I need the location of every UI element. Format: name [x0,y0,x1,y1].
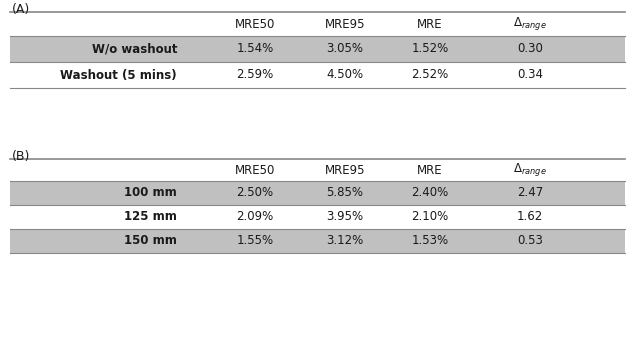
Text: 1.55%: 1.55% [236,235,273,248]
Text: 0.30: 0.30 [517,42,543,55]
Text: 2.52%: 2.52% [412,68,449,81]
Bar [10,229,625,253]
Text: 2.59%: 2.59% [236,68,274,81]
Text: MRE: MRE [417,163,443,176]
Text: $\Delta_{range}$: $\Delta_{range}$ [513,15,547,32]
Text: MRE: MRE [417,17,443,30]
Text: 1.62: 1.62 [517,210,543,224]
Text: 2.50%: 2.50% [236,186,273,199]
Text: 2.09%: 2.09% [236,210,274,224]
Text: 3.05%: 3.05% [326,42,364,55]
Text: 4.50%: 4.50% [326,68,364,81]
Text: MRE50: MRE50 [235,17,275,30]
Text: MRE95: MRE95 [324,163,365,176]
Text: (B): (B) [12,150,30,163]
Text: 100 mm: 100 mm [124,186,177,199]
Text: 0.34: 0.34 [517,68,543,81]
Text: 1.52%: 1.52% [412,42,449,55]
Text: W/o washout: W/o washout [92,42,177,55]
Text: 0.53: 0.53 [517,235,543,248]
Text: Washout (5 mins): Washout (5 mins) [60,68,177,81]
Text: $\Delta_{range}$: $\Delta_{range}$ [513,161,547,179]
Text: 5.85%: 5.85% [326,186,364,199]
Text: 2.47: 2.47 [517,186,543,199]
Text: MRE50: MRE50 [235,163,275,176]
Text: (A): (A) [12,3,30,16]
Text: 1.53%: 1.53% [412,235,449,248]
Bar [10,36,625,62]
Text: MRE95: MRE95 [324,17,365,30]
Text: 1.54%: 1.54% [236,42,274,55]
Text: 2.10%: 2.10% [412,210,449,224]
Text: 2.40%: 2.40% [412,186,449,199]
Text: 150 mm: 150 mm [124,235,177,248]
Text: 125 mm: 125 mm [124,210,177,224]
Text: 3.12%: 3.12% [326,235,364,248]
Bar [10,181,625,205]
Text: 3.95%: 3.95% [326,210,364,224]
